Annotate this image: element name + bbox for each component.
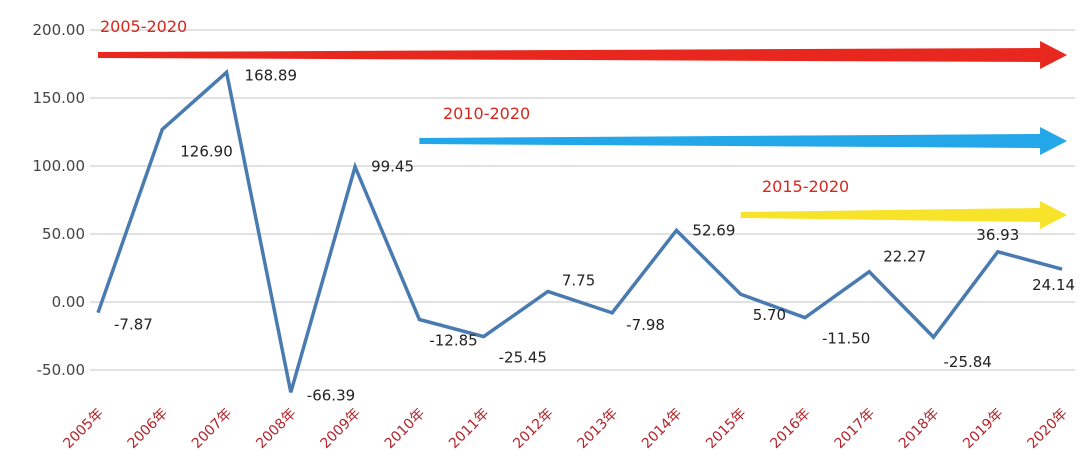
x-tick-label: 2009年 (317, 406, 363, 452)
data-label: 22.27 (883, 248, 926, 266)
x-tick-label: 2010年 (382, 406, 428, 452)
y-tick-label: 200.00 (33, 21, 86, 39)
y-tick-label: 100.00 (33, 157, 86, 175)
data-label: 24.14 (1032, 276, 1075, 294)
x-tick-label: 2008年 (253, 406, 299, 452)
x-tick-label: 2018年 (896, 406, 942, 452)
data-label: -7.87 (114, 316, 153, 334)
x-tick-label: 2016年 (767, 406, 813, 452)
data-label: 99.45 (371, 158, 414, 176)
data-label: 126.90 (180, 142, 233, 160)
y-tick-label: 0.00 (52, 293, 85, 311)
series-line (96, 68, 1063, 393)
y-tick-label: 50.00 (42, 225, 85, 243)
x-tick-label: 2005年 (60, 406, 106, 452)
x-tick-label: 2012年 (510, 406, 556, 452)
data-label: -66.39 (307, 386, 355, 404)
data-label: 52.69 (692, 221, 735, 239)
data-label: -7.98 (626, 316, 665, 334)
y-tick-label: 150.00 (33, 89, 86, 107)
data-label: -25.45 (499, 349, 547, 367)
data-label: -11.50 (822, 330, 870, 348)
data-label: 36.93 (976, 226, 1019, 244)
range-arrow (419, 127, 1068, 155)
x-tick-label: 2007年 (189, 406, 235, 452)
x-tick-label: 2011年 (446, 406, 492, 452)
range-arrow (98, 41, 1068, 69)
x-tick-label: 2020年 (1024, 406, 1070, 452)
y-tick-label: -50.00 (37, 361, 85, 379)
range-arrow (740, 201, 1068, 229)
range-label: 2010-2020 (443, 104, 530, 123)
x-tick-label: 2013年 (575, 406, 621, 452)
data-label: -12.85 (429, 331, 477, 349)
data-label: 168.89 (245, 66, 297, 84)
x-tick-label: 2014年 (639, 406, 685, 452)
range-label: 2005-2020 (100, 17, 187, 36)
x-tick-label: 2006年 (125, 406, 171, 452)
data-label: 7.75 (562, 271, 595, 289)
x-tick-label: 2019年 (960, 406, 1006, 452)
x-tick-label: 2015年 (703, 406, 749, 452)
range-label: 2015-2020 (762, 177, 849, 196)
data-label: -25.84 (944, 353, 992, 371)
x-tick-label: 2017年 (832, 406, 878, 452)
data-label: 5.70 (753, 306, 786, 324)
